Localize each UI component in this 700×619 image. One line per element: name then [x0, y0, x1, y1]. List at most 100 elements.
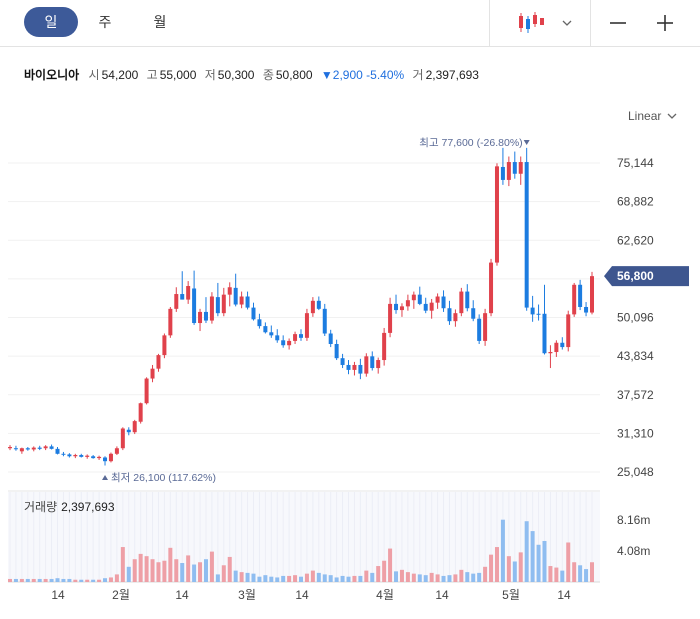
x-tick-label: 3월	[238, 588, 256, 602]
volume-bar	[578, 565, 583, 582]
plus-icon	[657, 15, 673, 31]
candle-body	[227, 287, 232, 295]
candle	[239, 291, 244, 309]
candle	[376, 357, 381, 374]
candle	[304, 308, 309, 341]
x-tick-label: 14	[175, 588, 189, 602]
high-marker-icon	[523, 140, 530, 145]
open-value: 54,200	[101, 68, 139, 82]
candle-body	[114, 448, 119, 454]
candle	[322, 303, 327, 336]
candle-body	[530, 307, 535, 315]
candle	[215, 282, 220, 317]
tab-daily[interactable]: 일	[24, 7, 78, 37]
candle	[524, 147, 529, 311]
high-label: 고	[146, 68, 158, 82]
volume-bar	[25, 578, 30, 582]
candle	[275, 329, 280, 343]
candle-body	[560, 342, 565, 348]
volume-bar	[328, 575, 333, 582]
candle	[566, 310, 571, 352]
candle	[453, 309, 458, 327]
volume-bar	[150, 559, 155, 582]
candle-body	[536, 313, 541, 315]
candle-body	[120, 428, 125, 449]
volume-bar	[465, 572, 470, 582]
candle-body	[281, 340, 286, 346]
chart-axes: 75,144 68,882 62,620 50,096 43,834 37,572 31,3…	[51, 156, 654, 602]
candle	[168, 306, 173, 338]
candle-body	[322, 308, 327, 334]
candle	[417, 286, 422, 306]
candlestick-icon	[519, 12, 544, 33]
tab-monthly[interactable]: 월	[153, 14, 167, 30]
volume-bar	[192, 564, 197, 582]
candle-body	[73, 455, 78, 457]
candle-body	[494, 166, 499, 263]
candle-body	[79, 455, 84, 457]
candle	[370, 351, 375, 371]
candle	[483, 308, 488, 346]
volume-bar	[441, 575, 446, 582]
scale-toggle[interactable]: Linear	[628, 109, 677, 123]
candle	[459, 287, 464, 317]
candle	[316, 296, 321, 311]
candle-body	[376, 360, 381, 369]
candle	[447, 300, 452, 325]
candle-body	[221, 294, 226, 314]
volume-value: 2,397,693	[425, 68, 479, 82]
close-label: 종	[262, 68, 274, 82]
zoom-out-button[interactable]	[596, 0, 640, 46]
candle	[245, 291, 250, 310]
candle	[19, 447, 24, 454]
x-tick-label: 2월	[112, 588, 130, 602]
chart-toolbar: 일 주 월	[0, 0, 700, 47]
volume-bar	[316, 572, 321, 582]
candle	[471, 300, 476, 322]
volume-bar	[322, 574, 327, 582]
volume-bar	[417, 574, 422, 582]
volume-bar	[103, 578, 108, 582]
candle	[405, 294, 410, 311]
volume-bar	[91, 579, 96, 582]
candle	[162, 333, 167, 359]
candle	[536, 304, 541, 321]
candle	[572, 282, 577, 317]
candle	[108, 452, 113, 463]
candle-body	[572, 284, 577, 315]
volume-bar	[67, 578, 72, 582]
volume-bar	[358, 575, 363, 582]
candle-body	[215, 297, 220, 314]
candle	[299, 329, 303, 341]
candle	[25, 447, 30, 451]
volume-bar	[126, 566, 131, 582]
candle-body	[304, 313, 309, 338]
zoom-in-button[interactable]	[643, 0, 687, 46]
volume-bar	[489, 554, 494, 582]
candle-body	[61, 453, 66, 455]
volume-bar	[310, 570, 315, 582]
minus-icon	[610, 22, 626, 24]
candle	[186, 281, 191, 304]
candle	[578, 279, 583, 311]
chart-type-dropdown[interactable]	[500, 0, 590, 46]
candle	[394, 294, 399, 314]
candle	[465, 284, 470, 312]
candle-body	[91, 456, 96, 459]
volume-bar	[43, 578, 48, 582]
candle-body	[590, 276, 594, 313]
candle	[126, 427, 131, 436]
candle-body	[8, 447, 12, 449]
candle	[55, 447, 60, 455]
candle-body	[447, 308, 452, 322]
tab-weekly[interactable]: 주	[98, 14, 112, 30]
candle-body	[108, 453, 113, 462]
candle	[518, 156, 523, 185]
candle	[530, 295, 535, 322]
toolbar-divider	[590, 0, 591, 46]
candle	[233, 273, 238, 307]
candle	[138, 402, 143, 424]
volume-bar	[85, 579, 90, 582]
candle-body	[180, 294, 185, 300]
